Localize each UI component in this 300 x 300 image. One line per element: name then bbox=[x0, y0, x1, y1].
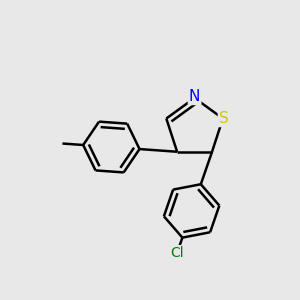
Text: N: N bbox=[189, 89, 200, 104]
Text: S: S bbox=[219, 111, 229, 126]
Text: Cl: Cl bbox=[170, 246, 184, 260]
